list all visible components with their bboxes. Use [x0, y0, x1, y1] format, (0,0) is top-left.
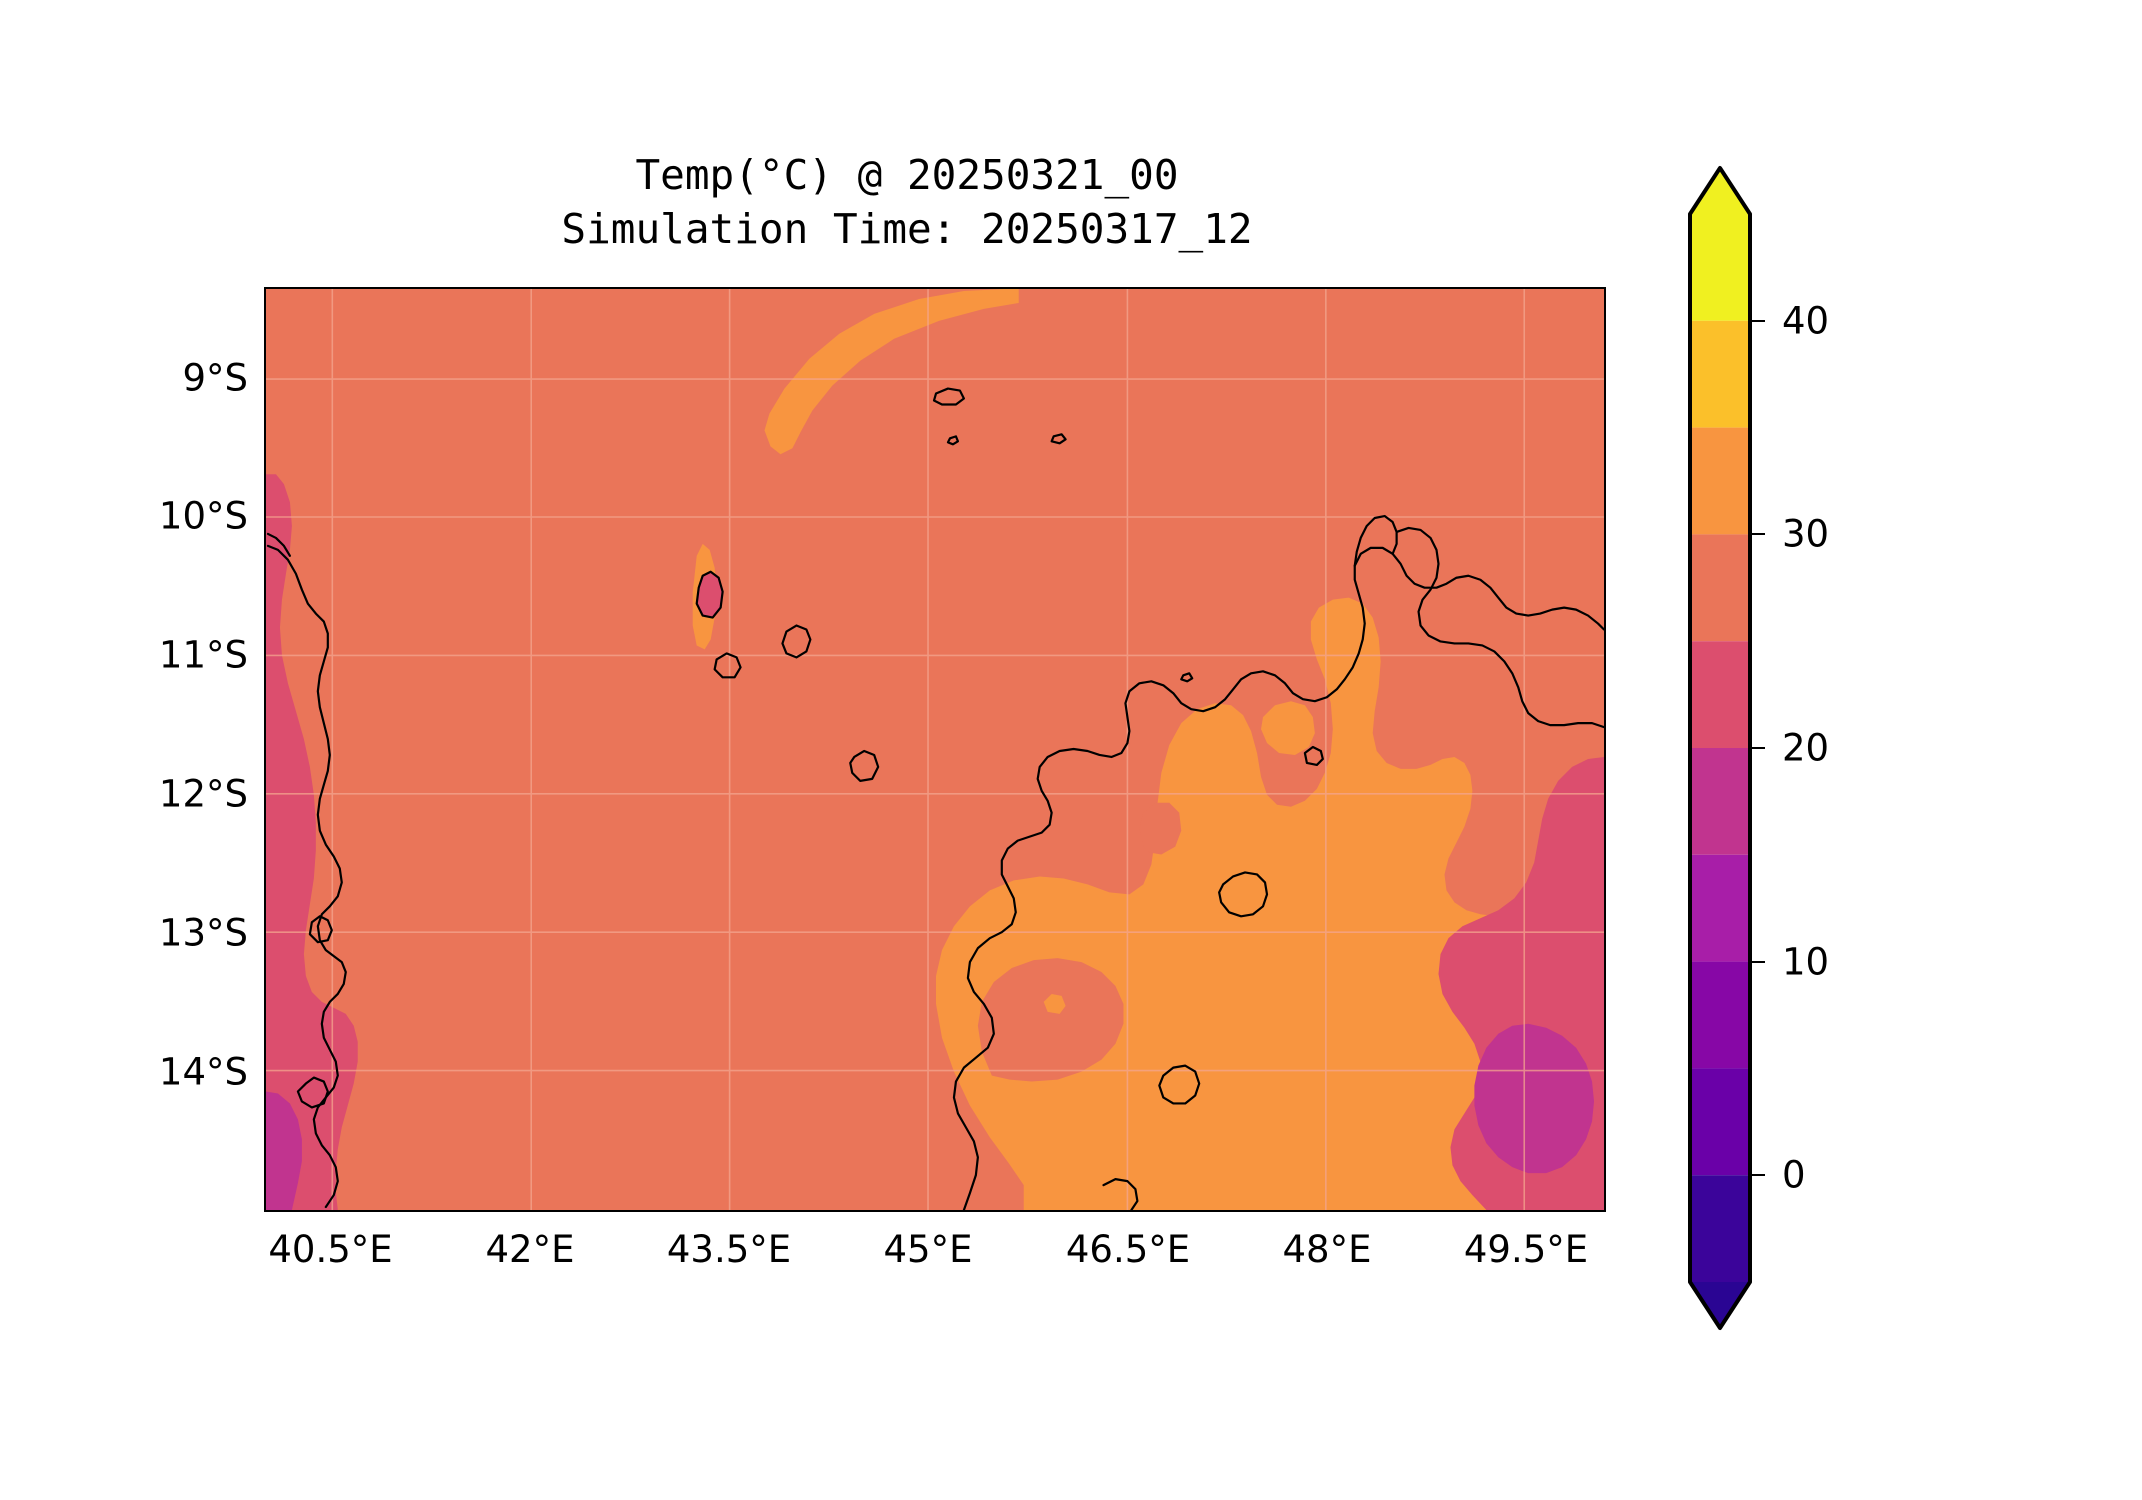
- coastline-mayotte: [781, 624, 812, 659]
- coastline-madagascar-northeast: [1395, 526, 1604, 729]
- cbar-tickmark-30: [1750, 533, 1765, 536]
- x-tick-48e: 48°E: [1282, 1228, 1372, 1271]
- temperature-contour-map: [266, 289, 1604, 1210]
- contour-band-30-35-north: [764, 289, 1019, 455]
- coastline-madagascar-north-tip: [1353, 514, 1398, 567]
- chart-title-line2: Simulation Time: 20250317_12: [561, 205, 1253, 253]
- cbar-label-0: 0: [1782, 1153, 1806, 1197]
- coastline-bay-south: [1158, 1064, 1201, 1105]
- y-tick-9s: 9°S: [182, 356, 248, 399]
- x-tick-495e: 49.5°E: [1463, 1228, 1589, 1271]
- chart-title-line1: Temp(°C) @ 20250321_00: [635, 151, 1179, 199]
- cbar-band-40-45: [1690, 214, 1750, 321]
- cbar-band--5-0: [1690, 1175, 1750, 1282]
- x-tick-465e: 46.5°E: [1065, 1228, 1191, 1271]
- x-tick-405e: 40.5°E: [268, 1228, 393, 1271]
- coastline-islet-dot-c: [1180, 672, 1194, 683]
- x-axis-tick-labels: 40.5°E 42°E 43.5°E 45°E 46.5°E 48°E 49.5…: [264, 1228, 1606, 1288]
- coastline-island-mid: [849, 749, 880, 782]
- cbar-label-20: 20: [1782, 726, 1830, 770]
- cbar-extend-under-arrow: [1690, 1282, 1750, 1328]
- cbar-tickmark-10: [1750, 960, 1765, 963]
- cbar-band-30-35: [1690, 427, 1750, 535]
- cbar-band-5-10: [1690, 961, 1750, 1069]
- cbar-tickmark-0: [1750, 1174, 1765, 1177]
- coastline-moheli: [713, 652, 742, 679]
- cbar-band-25-30: [1690, 534, 1750, 642]
- x-tick-435e: 43.5°E: [666, 1228, 792, 1271]
- coastline-africa-north: [266, 532, 292, 557]
- y-tick-10s: 10°S: [158, 494, 248, 538]
- coastline-islet-dot-b: [1050, 433, 1067, 445]
- y-axis-tick-labels: 9°S 10°S 11°S 12°S 13°S 14°S: [80, 287, 248, 1212]
- y-tick-13s: 13°S: [158, 911, 248, 955]
- cbar-extend-over-arrow: [1690, 168, 1750, 214]
- colorbar[interactable]: 40 30 20 10 0: [1688, 166, 1829, 1330]
- coastlines: [266, 387, 1604, 1210]
- cbar-label-30: 30: [1782, 512, 1830, 556]
- cbar-label-40: 40: [1782, 299, 1830, 343]
- coastline-madagascar-west: [952, 546, 1604, 1210]
- cbar-tickmark-40: [1750, 319, 1765, 322]
- contour-band-20-25-comoros: [696, 571, 723, 618]
- contour-band-15-20-madagascar-highland: [1474, 1023, 1595, 1174]
- contour-band-15-20-africa: [266, 1091, 302, 1210]
- contour-hole-25-30-inner: [977, 958, 1124, 1082]
- contour-band-30-35-pip: [1043, 993, 1066, 1014]
- cbar-tickmark-20: [1750, 747, 1765, 749]
- contour-band-20-25-africa-coast: [266, 474, 358, 1210]
- coastline-lake-a: [1303, 745, 1324, 767]
- cbar-band-15-20: [1690, 748, 1750, 855]
- coastline-islet-north: [932, 387, 966, 406]
- map-plot-area[interactable]: [264, 287, 1606, 1212]
- coastline-africa-cape: [296, 1076, 329, 1109]
- cbar-band-10-15: [1690, 854, 1750, 962]
- cbar-outline: [1688, 166, 1752, 1330]
- y-tick-12s: 12°S: [158, 772, 248, 816]
- cbar-band-0-5: [1690, 1068, 1750, 1176]
- colorbar-gradient: [1688, 166, 1752, 1330]
- contour-hole-25-30-upper: [1139, 802, 1182, 855]
- contour-band-30-35-patch-a: [1261, 701, 1315, 755]
- chart-title: Temp(°C) @ 20250321_00 Simulation Time: …: [192, 148, 1622, 256]
- coastline-bay-mahajanga: [1218, 871, 1269, 918]
- cbar-label-10: 10: [1782, 940, 1830, 984]
- y-tick-14s: 14°S: [158, 1050, 248, 1094]
- coastline-grande-comore: [695, 570, 724, 619]
- cbar-band-35-40: [1690, 320, 1750, 428]
- coastline-africa-bay: [308, 915, 333, 944]
- coastline-islet-dot-a: [946, 435, 960, 446]
- x-tick-45e: 45°E: [883, 1228, 973, 1271]
- x-tick-42e: 42°E: [485, 1228, 575, 1271]
- coastline-bay-southwest: [1102, 1178, 1139, 1210]
- y-tick-11s: 11°S: [158, 633, 248, 677]
- cbar-band-20-25: [1690, 641, 1750, 748]
